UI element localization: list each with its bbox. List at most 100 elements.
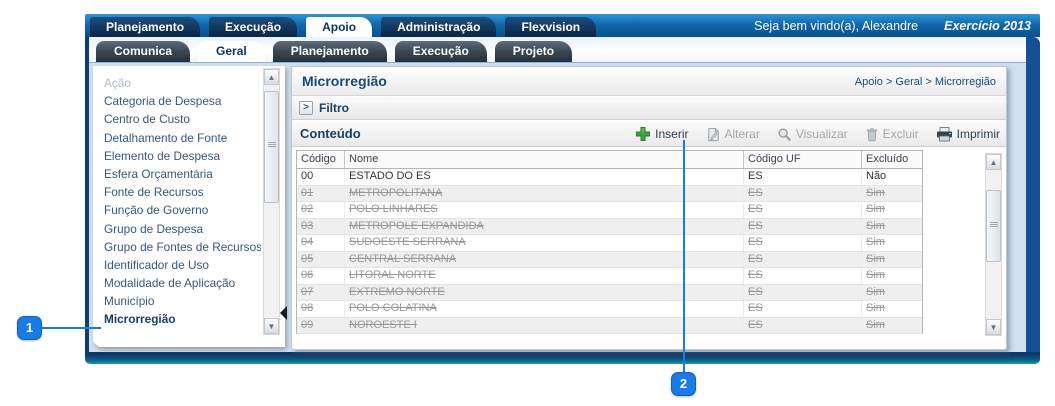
cell-uf: ES: [744, 169, 862, 185]
window-border-bottom: [85, 352, 1040, 364]
sub-tab-comunica[interactable]: Comunica: [96, 41, 191, 62]
sub-tab-strip: Comunica Geral Planejamento Execução Projeto: [96, 41, 573, 62]
table-row[interactable]: 01 METROPOLITANA ES Sim: [297, 185, 922, 202]
cell-excluido: Sim: [866, 269, 885, 281]
title-bar: Microrregião Apoio > Geral > Microrregiã…: [292, 67, 1006, 96]
cell-nome: SUDOESTE SERRANA: [345, 235, 744, 251]
content-bar: Conteúdo Inserir Alterar Visualizar Excluir…: [292, 121, 1006, 147]
column-header-nome[interactable]: Nome: [345, 151, 744, 168]
excluir-button[interactable]: Excluir: [865, 127, 919, 142]
main-area: Ação Categoria de Despesa Centro de Custo D…: [89, 63, 1026, 352]
insert-plus-icon: [635, 126, 651, 142]
sidebar-item-modalidade-de-aplicacao[interactable]: Modalidade de Aplicação: [104, 276, 236, 291]
navbar-right: Seja bem vindo(a), Alexandre Exercício 2…: [754, 14, 1031, 37]
cell-nome: LITORAL NORTE: [345, 268, 744, 284]
sidebar: Ação Categoria de Despesa Centro de Custo D…: [93, 66, 285, 347]
scroll-down-icon[interactable]: ▼: [986, 319, 1001, 335]
table-row[interactable]: 06 LITORAL NORTE ES Sim: [297, 268, 922, 285]
cell-nome: NOROESTE I: [345, 317, 744, 333]
splitter-collapse-icon[interactable]: [280, 306, 287, 320]
table-row[interactable]: 08 POLO COLATINA ES Sim: [297, 301, 922, 318]
trash-icon: [865, 127, 879, 142]
filter-expand-button[interactable]: >: [299, 101, 313, 115]
window-border-left: [85, 37, 89, 353]
sidebar-item-identificador-de-uso[interactable]: Identificador de Uso: [104, 257, 209, 272]
scroll-down-icon[interactable]: ▼: [264, 318, 279, 334]
cell-codigo: 06: [297, 268, 345, 284]
cell-excluido: Não: [866, 170, 887, 182]
printer-icon: [936, 126, 953, 142]
table-row[interactable]: 02 POLO LINHARES ES Sim: [297, 202, 922, 219]
sidebar-list: Ação Categoria de Despesa Centro de Custo D…: [93, 74, 261, 329]
table-row[interactable]: 09 NOROESTE I ES Sim: [297, 317, 922, 334]
cell-nome: EXTREMO NORTE: [345, 284, 744, 300]
cell-uf: ES: [744, 301, 862, 317]
imprimir-label: Imprimir: [956, 127, 1000, 141]
cell-excluido: Sim: [866, 186, 885, 199]
cell-nome: POLO LINHARES: [345, 202, 744, 218]
table-row[interactable]: 07 EXTREMO NORTE ES Sim: [297, 284, 922, 301]
data-grid: Código Nome Código UF Excluído 00 ESTADO DO …: [296, 150, 923, 334]
table-row[interactable]: 03 METROPOLE EXPANDIDA ES Sim: [297, 218, 922, 235]
top-tab-execucao[interactable]: Execução: [209, 17, 298, 37]
cell-nome: METROPOLE EXPANDIDA: [345, 218, 744, 234]
visualizar-button[interactable]: Visualizar: [777, 127, 848, 142]
column-header-codigo[interactable]: Código: [297, 151, 345, 168]
sidebar-item-detalhamento-de-fonte[interactable]: Detalhamento de Fonte: [104, 130, 228, 145]
table-row[interactable]: 05 CENTRAL SERRANA ES Sim: [297, 251, 922, 268]
cell-excluido: Sim: [866, 252, 885, 265]
callout-badge-1: 1: [17, 316, 42, 340]
cell-uf: ES: [744, 251, 862, 267]
sidebar-item-microrregiao[interactable]: Microrregião: [104, 312, 176, 327]
cell-excluido: Sim: [866, 236, 885, 248]
scroll-up-icon[interactable]: ▲: [264, 69, 279, 85]
sidebar-item-centro-de-custo[interactable]: Centro de Custo: [104, 112, 190, 127]
sidebar-item-fonte-de-recursos[interactable]: Fonte de Recursos: [104, 185, 204, 200]
thumb-grip-icon: [989, 224, 998, 225]
top-tab-apoio[interactable]: Apoio: [306, 17, 373, 37]
table-row[interactable]: 00 ESTADO DO ES ES Não: [297, 169, 922, 186]
sub-tab-execucao[interactable]: Execução: [394, 41, 487, 62]
sidebar-scrollbar[interactable]: ▲ ▼: [263, 68, 280, 335]
scroll-up-icon[interactable]: ▲: [986, 154, 1001, 170]
column-header-codigo-uf[interactable]: Código UF: [744, 151, 862, 168]
top-tab-flexvision[interactable]: Flexvision: [505, 17, 597, 37]
sidebar-item-funcao-de-governo[interactable]: Função de Governo: [104, 203, 209, 218]
sidebar-item-categoria-de-despesa[interactable]: Categoria de Despesa: [104, 94, 222, 109]
inserir-label: Inserir: [655, 127, 689, 141]
top-tab-administracao[interactable]: Administração: [381, 17, 497, 37]
content-section-label: Conteúdo: [300, 126, 361, 141]
sidebar-item-municipio[interactable]: Município: [104, 294, 155, 309]
toolbar: Inserir Alterar Visualizar Excluir Imprimir: [635, 121, 1000, 147]
sidebar-item-esfera-orcamentaria[interactable]: Esfera Orçamentária: [104, 166, 213, 181]
table-row[interactable]: 04 SUDOESTE SERRANA ES Sim: [297, 235, 922, 252]
cell-codigo: 05: [297, 251, 345, 267]
imprimir-button[interactable]: Imprimir: [936, 126, 1000, 142]
sidebar-scrollbar-thumb[interactable]: [264, 91, 279, 203]
table-scrollbar-thumb[interactable]: [986, 190, 1001, 262]
thumb-grip-icon: [267, 144, 276, 145]
welcome-text: Seja bem vindo(a), Alexandre: [754, 18, 919, 33]
table-scrollbar[interactable]: ▲ ▼: [985, 153, 1002, 336]
sidebar-item-elemento-de-despesa[interactable]: Elemento de Despesa: [104, 148, 221, 163]
cell-uf: ES: [744, 268, 862, 284]
cell-excluido: Sim: [866, 203, 885, 215]
sidebar-item-acao[interactable]: Ação: [104, 76, 131, 90]
cell-codigo: 04: [297, 235, 345, 251]
sub-tab-planejamento[interactable]: Planejamento: [272, 41, 387, 62]
sub-tab-geral[interactable]: Geral: [198, 41, 265, 62]
cell-excluido: Sim: [866, 302, 885, 314]
sidebar-item-grupo-de-fontes-de-recursos[interactable]: Grupo de Fontes de Recursos: [104, 239, 261, 254]
app-window: Planejamento Execução Apoio Administração Fl…: [85, 14, 1040, 364]
top-tab-planejamento[interactable]: Planejamento: [90, 17, 201, 37]
inserir-button[interactable]: Inserir: [635, 126, 689, 142]
cell-codigo: 00: [297, 169, 345, 185]
sidebar-item-grupo-de-despesa[interactable]: Grupo de Despesa: [104, 221, 204, 236]
cell-codigo: 08: [297, 301, 345, 317]
page-title: Microrregião: [302, 73, 387, 89]
alterar-button[interactable]: Alterar: [706, 127, 760, 142]
visualizar-label: Visualizar: [795, 127, 848, 141]
edit-page-icon: [706, 127, 721, 142]
column-header-excluido[interactable]: Excluído: [866, 153, 909, 165]
sub-tab-projeto[interactable]: Projeto: [494, 41, 573, 62]
